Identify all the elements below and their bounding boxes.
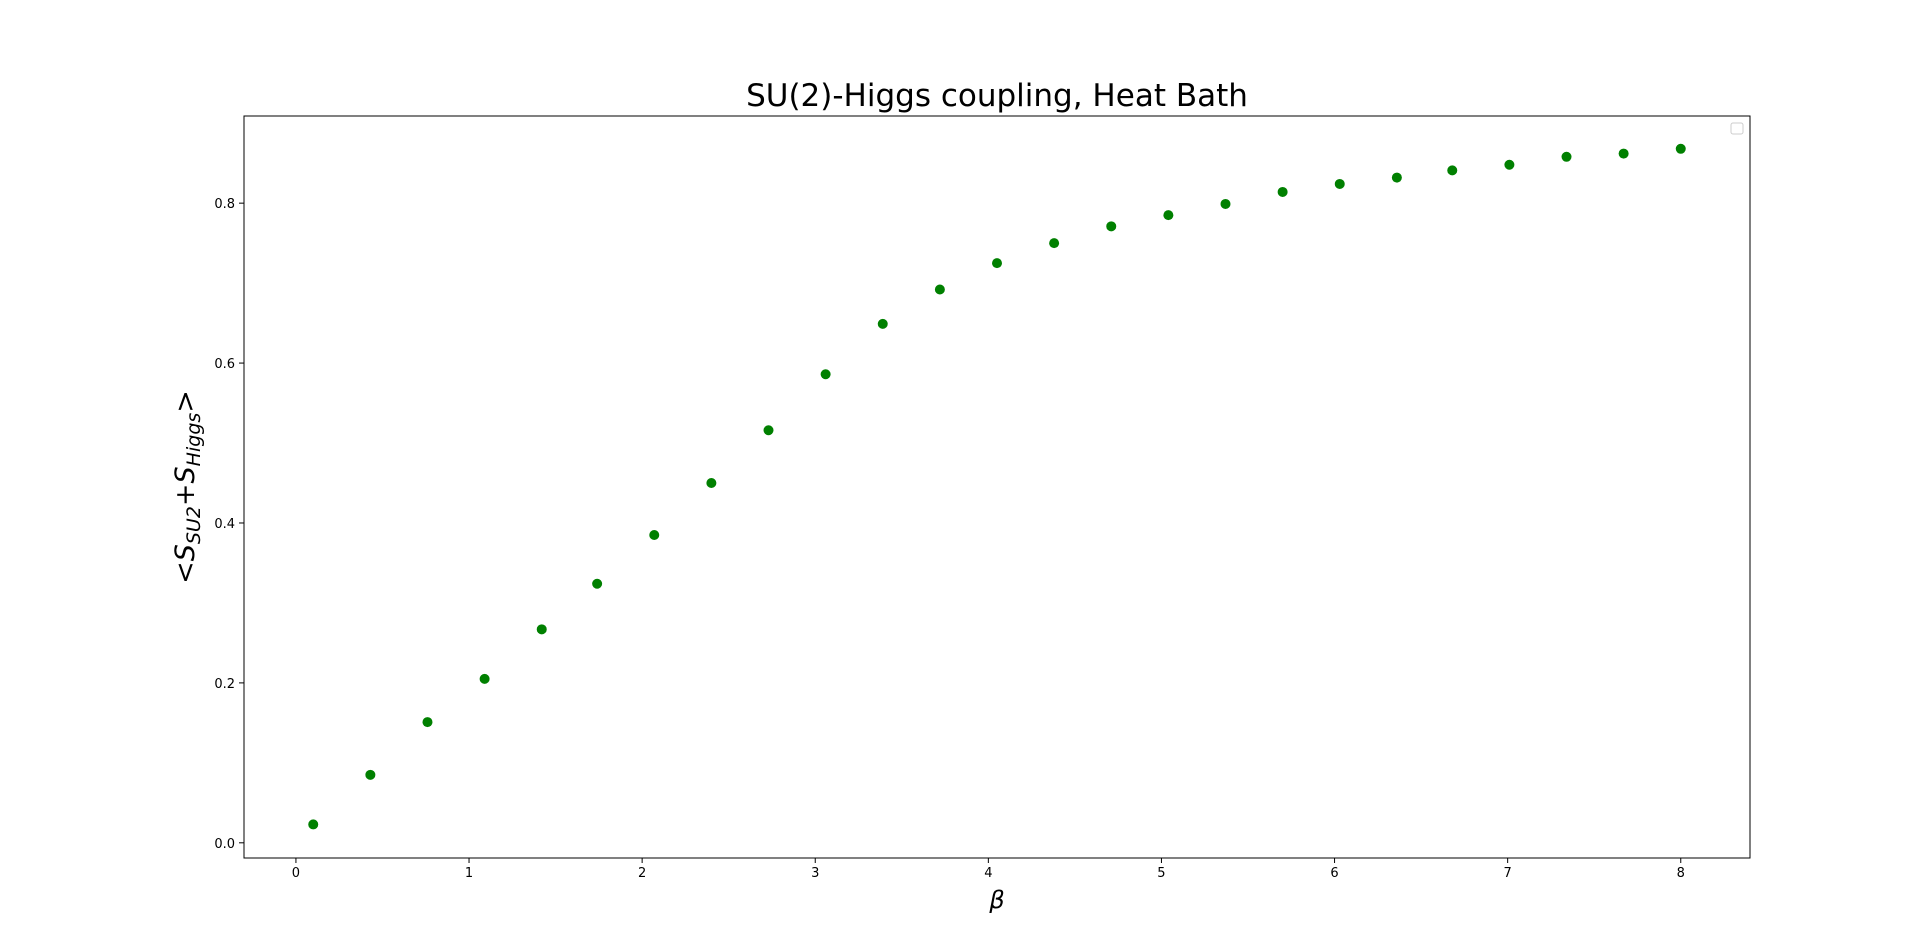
data-point	[365, 769, 376, 780]
data-point	[1163, 210, 1174, 221]
data-point	[649, 529, 660, 540]
x-axis-label: β	[988, 886, 1004, 914]
data-point	[1618, 148, 1629, 159]
x-tick-label: 4	[984, 866, 992, 881]
x-tick-label: 2	[638, 866, 646, 881]
data-point	[479, 673, 490, 684]
data-point	[992, 258, 1002, 269]
plot-area	[243, 115, 1751, 859]
y-axis: 0.0 0.2 0.4 0.6 0.8	[214, 197, 244, 852]
y-tick-label: 0.4	[214, 517, 235, 532]
data-points	[308, 143, 1686, 830]
x-tick-label: 6	[1330, 866, 1338, 881]
y-axis-label-close: >	[170, 390, 201, 413]
data-point	[1106, 221, 1117, 232]
data-point	[1504, 159, 1515, 170]
data-point	[1447, 165, 1458, 176]
data-point	[934, 284, 945, 295]
data-point	[820, 369, 831, 380]
data-point	[308, 819, 319, 830]
data-point	[763, 425, 774, 436]
y-axis-label-s2: S	[170, 466, 201, 483]
y-tick-label: 0.6	[214, 357, 235, 372]
x-tick-label: 7	[1504, 866, 1512, 881]
x-tick-label: 3	[811, 866, 819, 881]
x-tick-label: 0	[292, 866, 300, 881]
data-point	[706, 478, 717, 489]
x-axis: 0 1 2 3 4 5 6 7 8	[292, 858, 1685, 881]
chart-title: SU(2)-Higgs coupling, Heat Bath	[746, 78, 1248, 114]
x-tick-label: 8	[1677, 866, 1685, 881]
data-point	[1220, 198, 1231, 209]
y-tick-label: 0.0	[214, 837, 235, 852]
data-point	[1561, 151, 1572, 162]
x-tick-label: 5	[1157, 866, 1165, 881]
y-tick-label: 0.8	[214, 197, 235, 212]
data-point	[1049, 238, 1060, 249]
x-tick-label: 1	[465, 866, 473, 881]
legend-box	[1730, 122, 1744, 135]
data-point	[1277, 186, 1288, 197]
data-point	[1391, 172, 1402, 183]
y-axis-label-sub1: SU2	[183, 506, 205, 544]
data-point	[592, 578, 603, 589]
data-point	[1334, 178, 1345, 189]
data-point	[422, 717, 433, 728]
y-axis-label-sub2: Higgs	[183, 413, 205, 467]
y-tick-label: 0.2	[214, 677, 235, 692]
data-point	[877, 318, 888, 329]
data-point	[1675, 143, 1686, 154]
y-axis-label-s1: S	[170, 544, 201, 561]
y-axis-label-open: <	[170, 561, 201, 584]
y-axis-label-plus: +	[170, 483, 201, 506]
y-axis-label: <SSU2+SHiggs>	[170, 390, 205, 584]
data-point	[536, 624, 547, 635]
